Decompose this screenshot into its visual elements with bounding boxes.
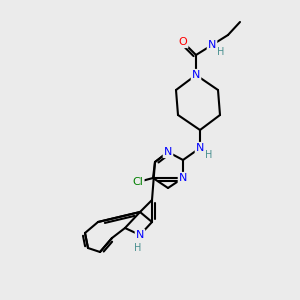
- Text: H: H: [205, 150, 212, 160]
- Text: N: N: [179, 173, 187, 183]
- Text: N: N: [164, 147, 172, 157]
- Text: H: H: [134, 243, 142, 253]
- Text: N: N: [192, 70, 200, 80]
- Text: H: H: [217, 47, 224, 57]
- Text: N: N: [136, 230, 144, 240]
- Text: N: N: [196, 143, 204, 153]
- Text: N: N: [208, 40, 216, 50]
- Text: Cl: Cl: [133, 177, 143, 187]
- Text: O: O: [178, 37, 188, 47]
